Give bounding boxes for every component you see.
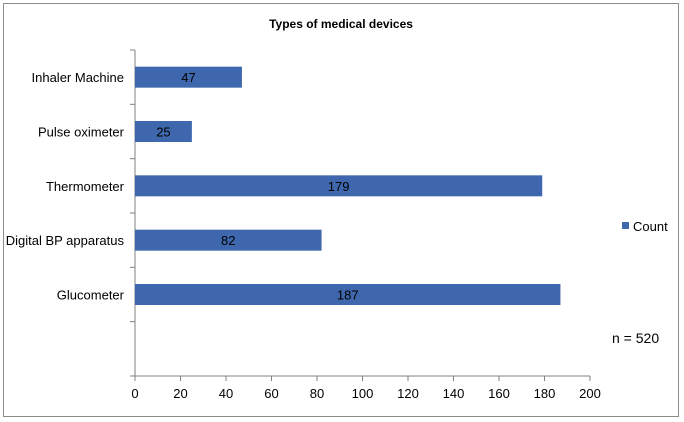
data-label: 179 bbox=[328, 179, 350, 194]
category-label: Thermometer bbox=[46, 179, 125, 194]
category-label: Glucometer bbox=[57, 288, 125, 303]
x-tick-label: 100 bbox=[352, 386, 374, 401]
x-tick-label: 60 bbox=[264, 386, 278, 401]
category-label: Inhaler Machine bbox=[32, 70, 125, 85]
bar bbox=[135, 284, 561, 305]
x-tick-label: 40 bbox=[219, 386, 233, 401]
x-tick-label: 120 bbox=[397, 386, 419, 401]
category-label: Pulse oximeter bbox=[38, 125, 125, 140]
axes: 0 20 40 60 80 100 120 140 160 180 200 Inhaler Machi… bbox=[6, 49, 601, 401]
x-tick-label: 80 bbox=[310, 386, 324, 401]
x-tick-label: 140 bbox=[443, 386, 465, 401]
data-label: 25 bbox=[156, 125, 170, 140]
legend-label: Count bbox=[633, 219, 668, 234]
bars: 47 25 179 82 187 bbox=[135, 66, 561, 305]
chart-title: Types of medical devices bbox=[269, 17, 413, 31]
x-tick-label: 160 bbox=[488, 386, 510, 401]
category-label: Digital BP apparatus bbox=[6, 233, 125, 248]
legend-swatch bbox=[622, 222, 629, 229]
bar bbox=[135, 66, 242, 88]
bar bbox=[135, 121, 192, 142]
legend: Count bbox=[622, 219, 668, 234]
x-tick-label: 0 bbox=[131, 386, 138, 401]
data-label: 47 bbox=[181, 70, 195, 85]
x-tick-label: 20 bbox=[173, 386, 187, 401]
bar bbox=[135, 175, 543, 197]
x-tick-label: 180 bbox=[534, 386, 556, 401]
data-label: 187 bbox=[337, 288, 359, 303]
x-tick-label: 200 bbox=[579, 386, 601, 401]
bar bbox=[135, 229, 322, 251]
sample-size-annotation: n = 520 bbox=[612, 330, 659, 346]
data-label: 82 bbox=[221, 233, 235, 248]
chart-frame bbox=[3, 3, 679, 417]
